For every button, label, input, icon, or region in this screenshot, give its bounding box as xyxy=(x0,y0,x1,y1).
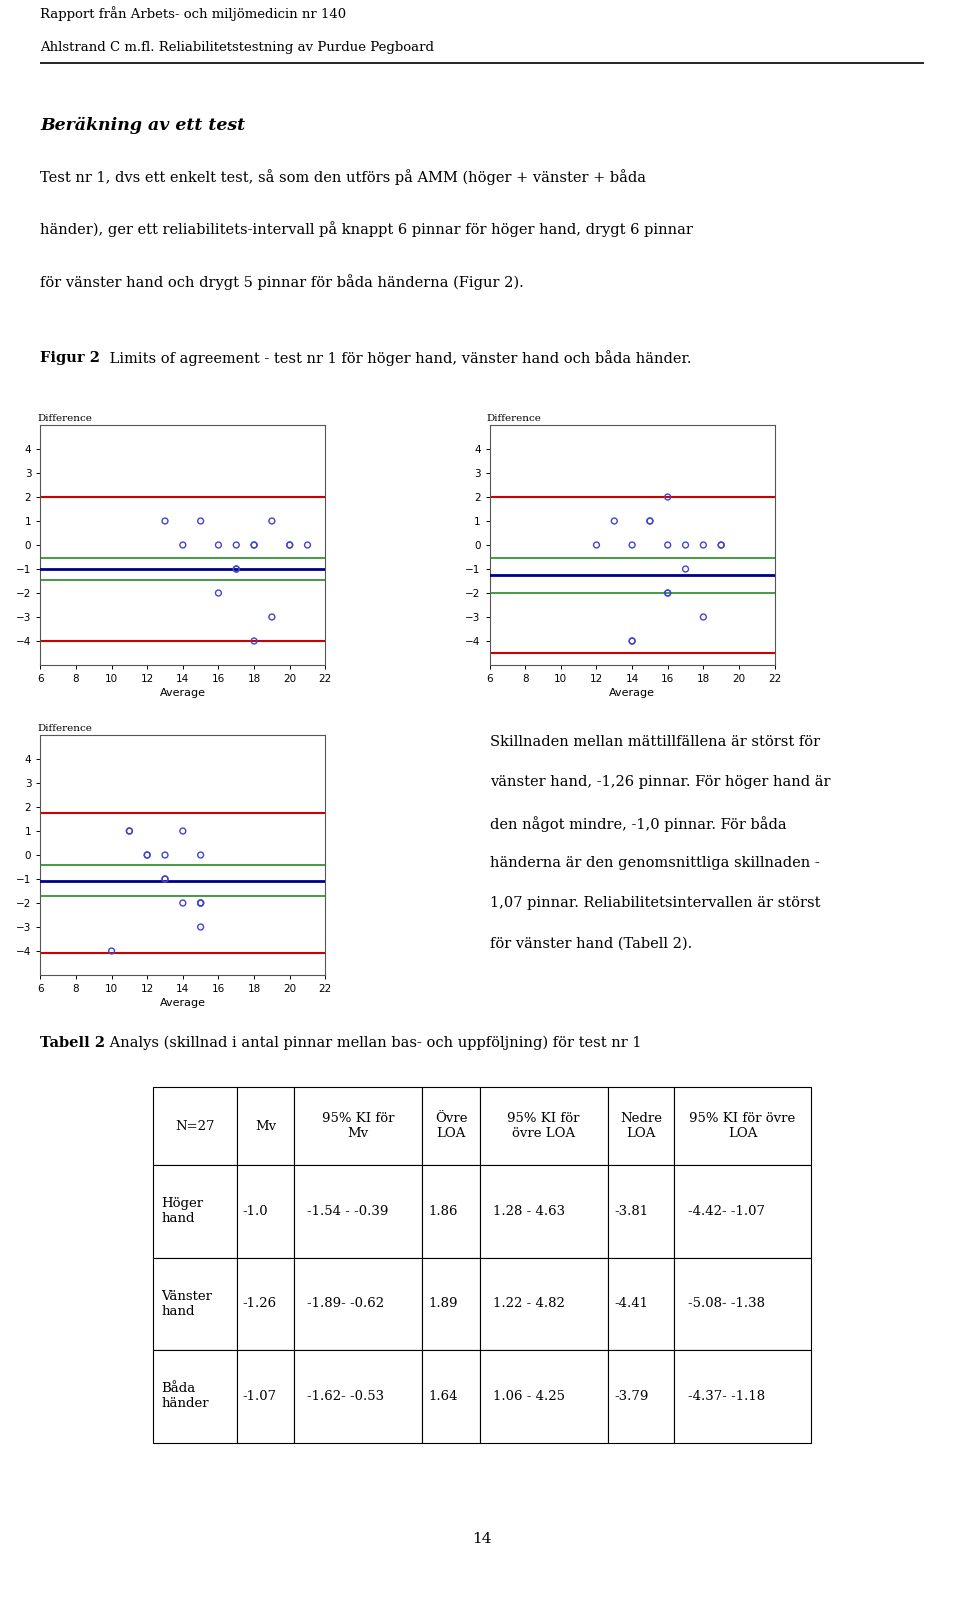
Text: Tabell 2: Tabell 2 xyxy=(40,1035,106,1049)
Point xyxy=(660,532,676,558)
Point xyxy=(713,532,729,558)
Text: för vänster hand (Tabell 2).: för vänster hand (Tabell 2). xyxy=(490,937,692,951)
Point xyxy=(678,556,693,582)
Point xyxy=(175,532,190,558)
Point xyxy=(139,842,155,868)
Point xyxy=(211,532,227,558)
Point xyxy=(642,508,658,534)
Text: Skillnaden mellan mättillfällena är störst för: Skillnaden mellan mättillfällena är stör… xyxy=(490,734,820,749)
Text: 14: 14 xyxy=(472,1531,492,1546)
Point xyxy=(696,532,711,558)
Point xyxy=(228,556,244,582)
Text: för vänster hand och drygt 5 pinnar för båda händerna (Figur 2).: för vänster hand och drygt 5 pinnar för … xyxy=(40,275,524,289)
Point xyxy=(193,890,208,916)
Point xyxy=(193,890,208,916)
X-axis label: Average: Average xyxy=(609,688,655,697)
Point xyxy=(300,532,315,558)
Point xyxy=(193,890,208,916)
Point xyxy=(247,628,262,654)
Point xyxy=(624,628,639,654)
Point xyxy=(157,508,173,534)
Point xyxy=(624,532,639,558)
Point xyxy=(282,532,298,558)
X-axis label: Average: Average xyxy=(159,688,205,697)
Text: Beräkning av ett test: Beräkning av ett test xyxy=(40,117,246,135)
Text: Analys (skillnad i antal pinnar mellan bas- och uppföljning) för test nr 1: Analys (skillnad i antal pinnar mellan b… xyxy=(105,1035,641,1049)
Point xyxy=(660,484,676,509)
Point xyxy=(122,818,137,844)
Point xyxy=(624,628,639,654)
X-axis label: Average: Average xyxy=(159,998,205,1008)
Text: Ahlstrand C m.fl. Reliabilitetstestning av Purdue Pegboard: Ahlstrand C m.fl. Reliabilitetstestning … xyxy=(40,40,434,55)
Point xyxy=(193,508,208,534)
Text: händerna är den genomsnittliga skillnaden -: händerna är den genomsnittliga skillnade… xyxy=(490,857,819,869)
Point xyxy=(607,508,622,534)
Point xyxy=(175,818,190,844)
Point xyxy=(104,938,119,964)
Point xyxy=(660,580,676,606)
Text: Difference: Difference xyxy=(37,413,92,423)
Point xyxy=(193,842,208,868)
Text: Limits of agreement - test nr 1 för höger hand, vänster hand och båda händer.: Limits of agreement - test nr 1 för höge… xyxy=(105,350,691,366)
Text: Rapport från Arbets- och miljömedicin nr 140: Rapport från Arbets- och miljömedicin nr… xyxy=(40,6,347,21)
Point xyxy=(264,604,279,630)
Point xyxy=(175,890,190,916)
Point xyxy=(122,818,137,844)
Text: vänster hand, -1,26 pinnar. För höger hand är: vänster hand, -1,26 pinnar. För höger ha… xyxy=(490,775,830,789)
Point xyxy=(282,532,298,558)
Point xyxy=(228,532,244,558)
Point xyxy=(247,532,262,558)
Point xyxy=(713,532,729,558)
Text: händer), ger ett reliabilitets-intervall på knappt 6 pinnar för höger hand, dryg: händer), ger ett reliabilitets-intervall… xyxy=(40,222,693,238)
Point xyxy=(157,866,173,892)
Point xyxy=(228,556,244,582)
Text: Difference: Difference xyxy=(487,413,541,423)
Point xyxy=(211,580,227,606)
Point xyxy=(264,508,279,534)
Point xyxy=(642,508,658,534)
Point xyxy=(157,842,173,868)
Point xyxy=(660,580,676,606)
Text: Figur 2: Figur 2 xyxy=(40,352,100,365)
Point xyxy=(157,866,173,892)
Text: 1,07 pinnar. Reliabilitetsintervallen är störst: 1,07 pinnar. Reliabilitetsintervallen är… xyxy=(490,897,820,910)
Point xyxy=(193,914,208,940)
Point xyxy=(696,604,711,630)
Point xyxy=(678,532,693,558)
Point xyxy=(247,532,262,558)
Point xyxy=(139,842,155,868)
Text: den något mindre, -1,0 pinnar. För båda: den något mindre, -1,0 pinnar. För båda xyxy=(490,816,786,831)
Text: Difference: Difference xyxy=(37,723,92,733)
Text: Test nr 1, dvs ett enkelt test, så som den utförs på AMM (höger + vänster + båda: Test nr 1, dvs ett enkelt test, så som d… xyxy=(40,169,646,185)
Point xyxy=(588,532,604,558)
